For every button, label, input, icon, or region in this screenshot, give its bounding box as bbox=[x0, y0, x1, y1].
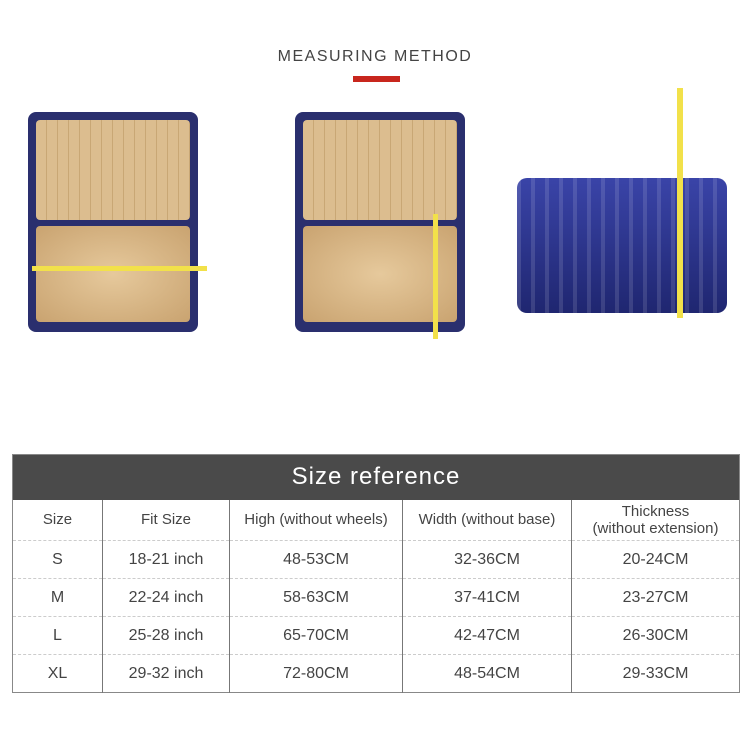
cell-size: XL bbox=[12, 654, 103, 693]
cell-thickness: 23-27CM bbox=[571, 578, 740, 617]
cell-high: 65-70CM bbox=[229, 616, 403, 655]
cell-high: 48-53CM bbox=[229, 540, 403, 579]
cell-fit: 29-32 inch bbox=[102, 654, 230, 693]
cell-thickness: 20-24CM bbox=[571, 540, 740, 579]
cell-size: L bbox=[12, 616, 103, 655]
table-row: M 22-24 inch 58-63CM 37-41CM 23-27CM bbox=[12, 578, 740, 617]
table-header-row: Size Fit Size High (without wheels) Widt… bbox=[12, 499, 740, 541]
cell-fit: 22-24 inch bbox=[102, 578, 230, 617]
col-thickness: Thickness (without extension) bbox=[571, 499, 740, 541]
table-title: Size reference bbox=[12, 454, 740, 500]
cell-fit: 18-21 inch bbox=[102, 540, 230, 579]
photo-measure-width bbox=[28, 112, 207, 332]
photo-measure-height bbox=[295, 112, 465, 339]
cell-high: 72-80CM bbox=[229, 654, 403, 693]
table-row: XL 29-32 inch 72-80CM 48-54CM 29-33CM bbox=[12, 654, 740, 693]
table-row: S 18-21 inch 48-53CM 32-36CM 20-24CM bbox=[12, 540, 740, 579]
cell-high: 58-63CM bbox=[229, 578, 403, 617]
photo-measure-thickness bbox=[517, 88, 727, 318]
cell-width: 42-47CM bbox=[402, 616, 572, 655]
title-underline bbox=[353, 76, 400, 82]
cell-thickness: 29-33CM bbox=[571, 654, 740, 693]
cell-width: 48-54CM bbox=[402, 654, 572, 693]
col-size: Size bbox=[12, 499, 103, 541]
measuring-method-title: MEASURING METHOD bbox=[277, 48, 473, 65]
col-fit-size: Fit Size bbox=[102, 499, 230, 541]
size-reference-table: Size reference Size Fit Size High (witho… bbox=[12, 454, 740, 693]
cell-width: 32-36CM bbox=[402, 540, 572, 579]
table-row: L 25-28 inch 65-70CM 42-47CM 26-30CM bbox=[12, 616, 740, 655]
cell-width: 37-41CM bbox=[402, 578, 572, 617]
cell-thickness: 26-30CM bbox=[571, 616, 740, 655]
cell-fit: 25-28 inch bbox=[102, 616, 230, 655]
cell-size: S bbox=[12, 540, 103, 579]
cell-size: M bbox=[12, 578, 103, 617]
col-high: High (without wheels) bbox=[229, 499, 403, 541]
col-width: Width (without base) bbox=[402, 499, 572, 541]
